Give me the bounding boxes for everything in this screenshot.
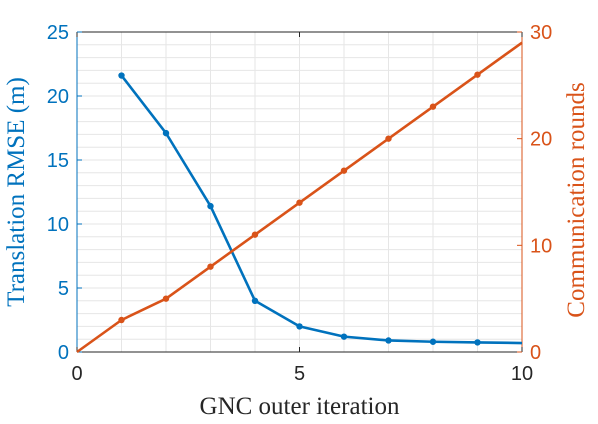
translation-rmse-line bbox=[120, 74, 523, 345]
communication-rounds-point bbox=[429, 103, 437, 110]
right-y-tick-label: 30 bbox=[530, 22, 552, 44]
translation-rmse-point bbox=[251, 297, 259, 304]
translation-rmse-point bbox=[207, 202, 214, 210]
x-axis-title: GNC outer iteration bbox=[200, 393, 400, 420]
translation-rmse-point bbox=[340, 333, 348, 340]
x-tick-label: 0 bbox=[71, 363, 82, 385]
communication-rounds-point bbox=[385, 135, 392, 142]
left-y-tick-label: 5 bbox=[58, 278, 69, 300]
communication-rounds-point bbox=[251, 231, 259, 238]
communication-rounds-point bbox=[474, 71, 481, 78]
right-y-tick-label: 0 bbox=[530, 342, 541, 364]
right-y-tick-label: 20 bbox=[530, 129, 552, 151]
communication-rounds-point bbox=[340, 167, 348, 174]
communication-rounds-point bbox=[296, 199, 303, 206]
right-y-tick-label: 10 bbox=[530, 235, 552, 257]
right-y-axis-title: Communication rounds bbox=[563, 82, 590, 317]
left-y-tick-label: 0 bbox=[58, 342, 69, 364]
translation-rmse-point bbox=[385, 337, 392, 344]
left-y-tick-label: 20 bbox=[47, 86, 69, 108]
communication-rounds-point bbox=[162, 295, 170, 302]
left-y-axis-title: Translation RMSE (m) bbox=[3, 77, 30, 307]
x-tick-label: 10 bbox=[511, 363, 533, 385]
left-y-tick-label: 25 bbox=[47, 22, 69, 44]
left-y-tick-label: 15 bbox=[47, 150, 69, 172]
translation-rmse-point bbox=[162, 129, 170, 137]
translation-rmse-point bbox=[474, 339, 481, 346]
translation-rmse-point bbox=[429, 338, 437, 345]
series-layer bbox=[76, 41, 523, 354]
x-tick-label: 5 bbox=[294, 363, 305, 385]
grid bbox=[76, 31, 523, 353]
communication-rounds-point bbox=[118, 316, 125, 324]
communication-rounds-point bbox=[207, 263, 214, 270]
translation-rmse-point bbox=[296, 323, 303, 330]
left-y-tick-label: 10 bbox=[47, 214, 69, 236]
translation-rmse-point bbox=[118, 72, 125, 79]
axes bbox=[76, 31, 523, 353]
